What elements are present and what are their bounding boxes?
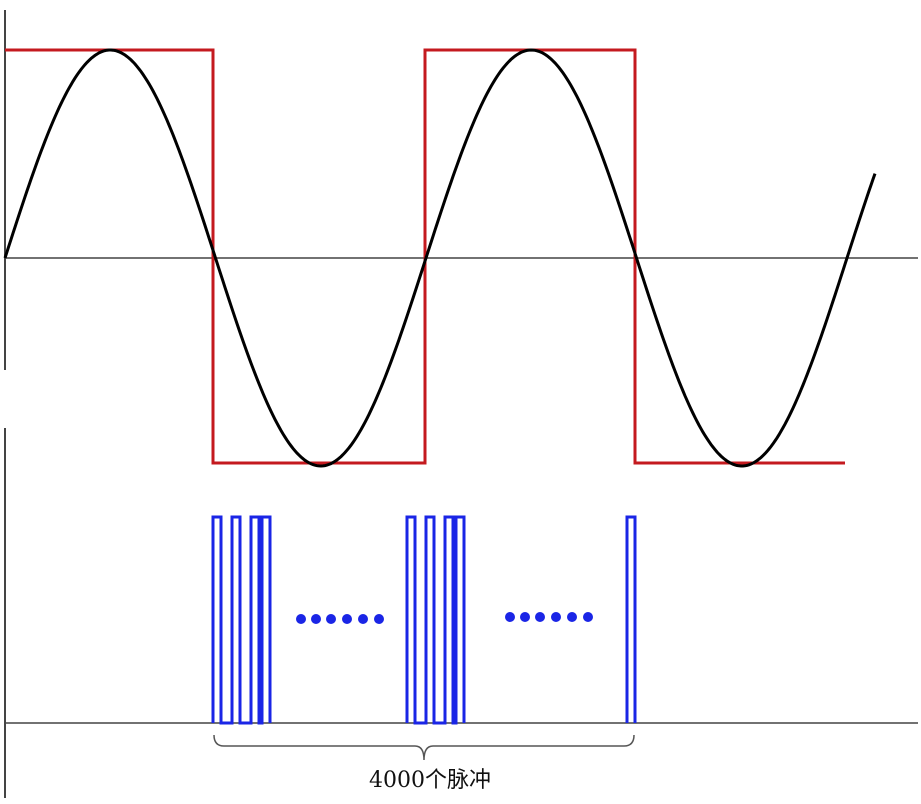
sine-wave bbox=[3, 48, 877, 468]
pulse-group-3 bbox=[625, 515, 637, 723]
brace bbox=[213, 734, 635, 761]
ellipsis-dots-2 bbox=[505, 612, 593, 622]
pulse-group-1 bbox=[211, 515, 272, 725]
pulse-group-2 bbox=[405, 515, 466, 725]
pulse-count-caption: 4000个脉冲 bbox=[369, 768, 491, 793]
ellipsis-dots-1 bbox=[296, 614, 384, 624]
